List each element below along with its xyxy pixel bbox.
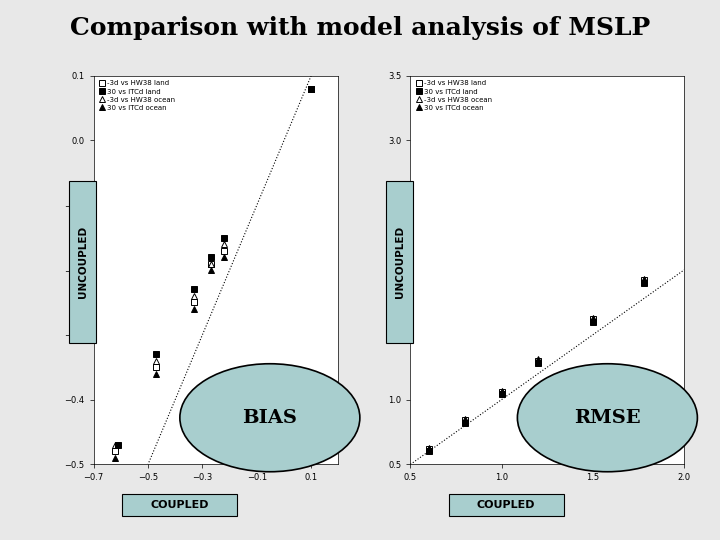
Text: Comparison with model analysis of MSLP: Comparison with model analysis of MSLP [70, 16, 650, 40]
Legend: -3d vs HW38 land, 30 vs ITCd land, -3d vs HW38 ocean, 30 vs ITCd ocean: -3d vs HW38 land, 30 vs ITCd land, -3d v… [414, 79, 493, 112]
Text: RMSE: RMSE [574, 409, 641, 427]
Text: COUPLED: COUPLED [150, 500, 209, 510]
Legend: -3d vs HW38 land, 30 vs ITCd land, -3d vs HW38 ocean, 30 vs ITCd ocean: -3d vs HW38 land, 30 vs ITCd land, -3d v… [97, 79, 176, 112]
Text: COUPLED: COUPLED [477, 500, 536, 510]
Text: BIAS: BIAS [243, 409, 297, 427]
Text: UNCOUPLED: UNCOUPLED [78, 226, 88, 298]
Text: UNCOUPLED: UNCOUPLED [395, 226, 405, 298]
